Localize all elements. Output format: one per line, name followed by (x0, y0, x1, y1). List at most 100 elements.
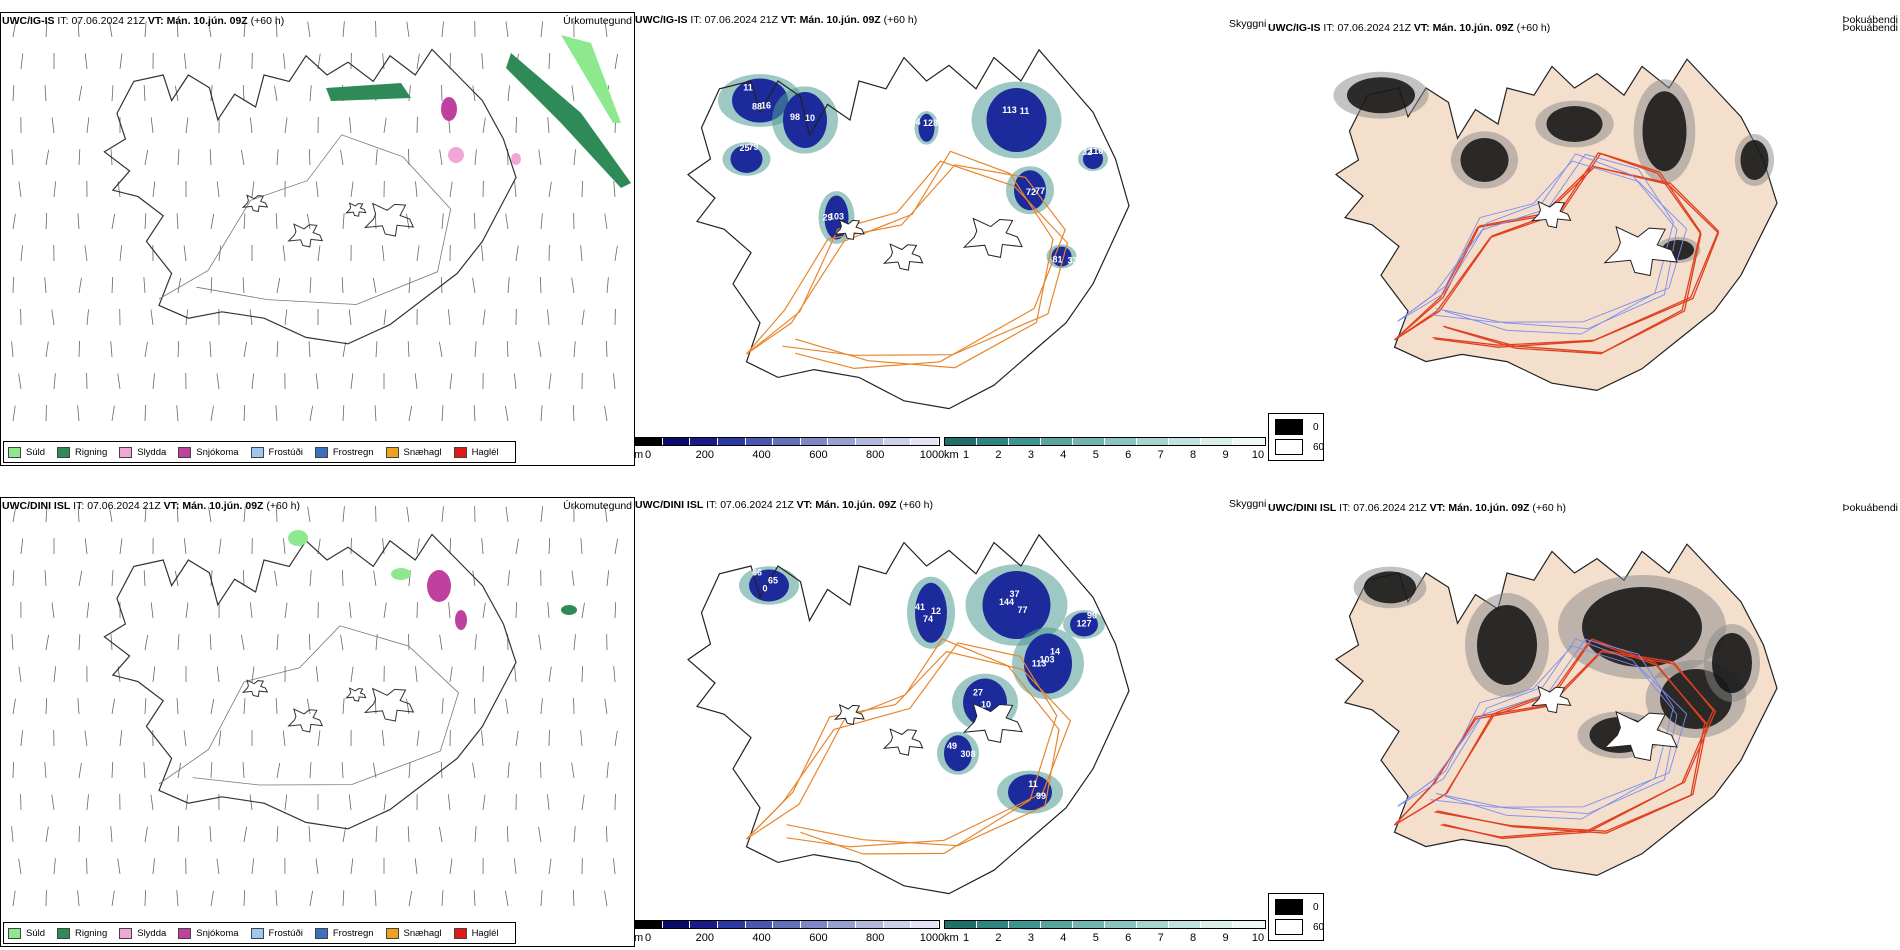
skyggni-swatch (1275, 439, 1303, 455)
it-value: 07.06.2024 21Z (704, 14, 778, 26)
cloud-base-label: 29 (822, 213, 832, 223)
colorbar-tick: 4 (1060, 932, 1067, 944)
legend-label: Snjókoma (196, 927, 239, 939)
skyggni-label: 60 (1313, 921, 1325, 933)
colorbar-cell (635, 921, 663, 928)
glacier-outline (1530, 200, 1572, 229)
glacier-outline (882, 243, 924, 271)
colorbar-cell (1105, 921, 1137, 928)
road (746, 642, 1058, 855)
legend-swatch (8, 446, 21, 458)
colorbar-tick: 9 (1222, 932, 1229, 944)
fog-area (1740, 140, 1769, 180)
lead-time: (+60 h) (1532, 502, 1566, 514)
legend-item: Snæhagl (385, 927, 442, 939)
low-cloud-area (1024, 633, 1072, 694)
glacier-outline (833, 703, 865, 725)
fog-area (1642, 91, 1687, 172)
legend-item: Rigning (57, 446, 108, 458)
legend-item: Snjókoma (178, 446, 239, 458)
colorbar-tick: 10 (1251, 932, 1265, 944)
model-name: UWC/IG-IS (1268, 22, 1321, 34)
colorbar-unit: m (634, 932, 644, 944)
legend-swatch (250, 927, 264, 939)
road (746, 164, 1066, 370)
skyggni-label: 0 (1313, 901, 1319, 913)
it-label: IT: (706, 499, 718, 511)
height-colorbar-bottom: m 0 200 400 600 800 1000 (634, 920, 944, 946)
road (1394, 166, 1720, 348)
legend-label: Rigning (75, 446, 108, 458)
cloud-panel-top: 11 10 25 29 11 72 32 33 128 88 98 79 103 113 77 118 81 54… (634, 12, 1267, 464)
panel-title: Úrkomutegund (563, 15, 632, 27)
road (746, 150, 1054, 369)
colorbar-cell (911, 438, 940, 445)
colorbar-strip (634, 437, 940, 446)
low-cloud-area (1014, 170, 1046, 211)
glacier-outline (833, 218, 865, 240)
legend-swatch (178, 446, 192, 458)
colorbar-cell (1009, 921, 1041, 928)
vt-label: VT: (1429, 502, 1446, 514)
legend-swatch (314, 927, 328, 939)
low-cloud-area (1070, 612, 1098, 637)
fog-area (1460, 138, 1509, 182)
low-cloud-area (986, 88, 1047, 152)
colorbar-tick: 5 (1092, 932, 1099, 944)
road (158, 134, 452, 305)
colorbar-cell (1201, 921, 1233, 928)
colorbar-cell (911, 921, 940, 928)
snow-area (427, 570, 451, 602)
colorbar-cell (1233, 921, 1265, 928)
cloud-base-label: 65 (768, 576, 778, 586)
vt-label: VT: (163, 500, 180, 512)
legend-item: Snjókoma (178, 927, 239, 939)
legend-swatch (57, 446, 71, 458)
cloud-base-label: 10 (805, 113, 815, 123)
colorbar-tick: 1000 (919, 932, 945, 944)
colorbar-cell (1009, 438, 1041, 445)
precip-panel-top: UWC/IG-IS IT: 07.06.2024 21Z VT: Mán. 10… (0, 12, 635, 466)
wind-barbs (11, 505, 618, 907)
colorbar-tick: 10 (1251, 449, 1265, 461)
cloud-base-label: 77 (1017, 605, 1027, 615)
skyggni-legend-row: 60 (1275, 919, 1324, 935)
model-name: UWC/DINI ISL (635, 499, 704, 511)
river (1397, 645, 1688, 808)
colorbar-cell (745, 438, 774, 445)
colorbar-cell (662, 438, 691, 445)
colorbar-cell (1041, 921, 1073, 928)
glacier-outline (241, 194, 269, 213)
glacier-outline (345, 687, 367, 702)
skyggni-label: 60 (1313, 441, 1325, 453)
colorbar-tick: 8 (1190, 449, 1197, 461)
colorbar-cell (635, 438, 663, 445)
low-cloud-area (783, 92, 827, 148)
cloud-base-label: 113 (1032, 659, 1047, 669)
height-colorbar-top: m 0 200 400 600 800 1000 (634, 437, 944, 463)
colorbar-tick: 7 (1157, 932, 1164, 944)
legend-swatch (8, 927, 21, 939)
glacier-outline (882, 728, 924, 756)
colorbar-cell (1105, 438, 1137, 445)
colorbar-cell (662, 921, 691, 928)
legend-item: Frostúði (250, 927, 303, 939)
it-value: 07.06.2024 21Z (87, 500, 161, 512)
it-value: 07.06.2024 21Z (1353, 502, 1427, 514)
legend-item: Frostregn (314, 927, 374, 939)
legend-label: Haglél (471, 446, 499, 458)
fog-area (1364, 571, 1416, 604)
cloud-base-label: 103 (829, 212, 844, 222)
cloud-base-label: 11 (743, 83, 753, 93)
vt-label: VT: (780, 14, 797, 26)
cloud-base-label: 127 (1076, 619, 1091, 629)
cloud-base-label: 81 (1052, 255, 1062, 265)
low-cloud-area (982, 571, 1051, 639)
colorbar-tick: 800 (866, 932, 885, 944)
colorbar-tick: 600 (809, 932, 828, 944)
drizzle-area (391, 568, 411, 580)
lead-time: (+60 h) (899, 499, 933, 511)
road (1394, 152, 1702, 354)
it-label: IT: (1323, 22, 1335, 34)
river (1397, 638, 1674, 820)
